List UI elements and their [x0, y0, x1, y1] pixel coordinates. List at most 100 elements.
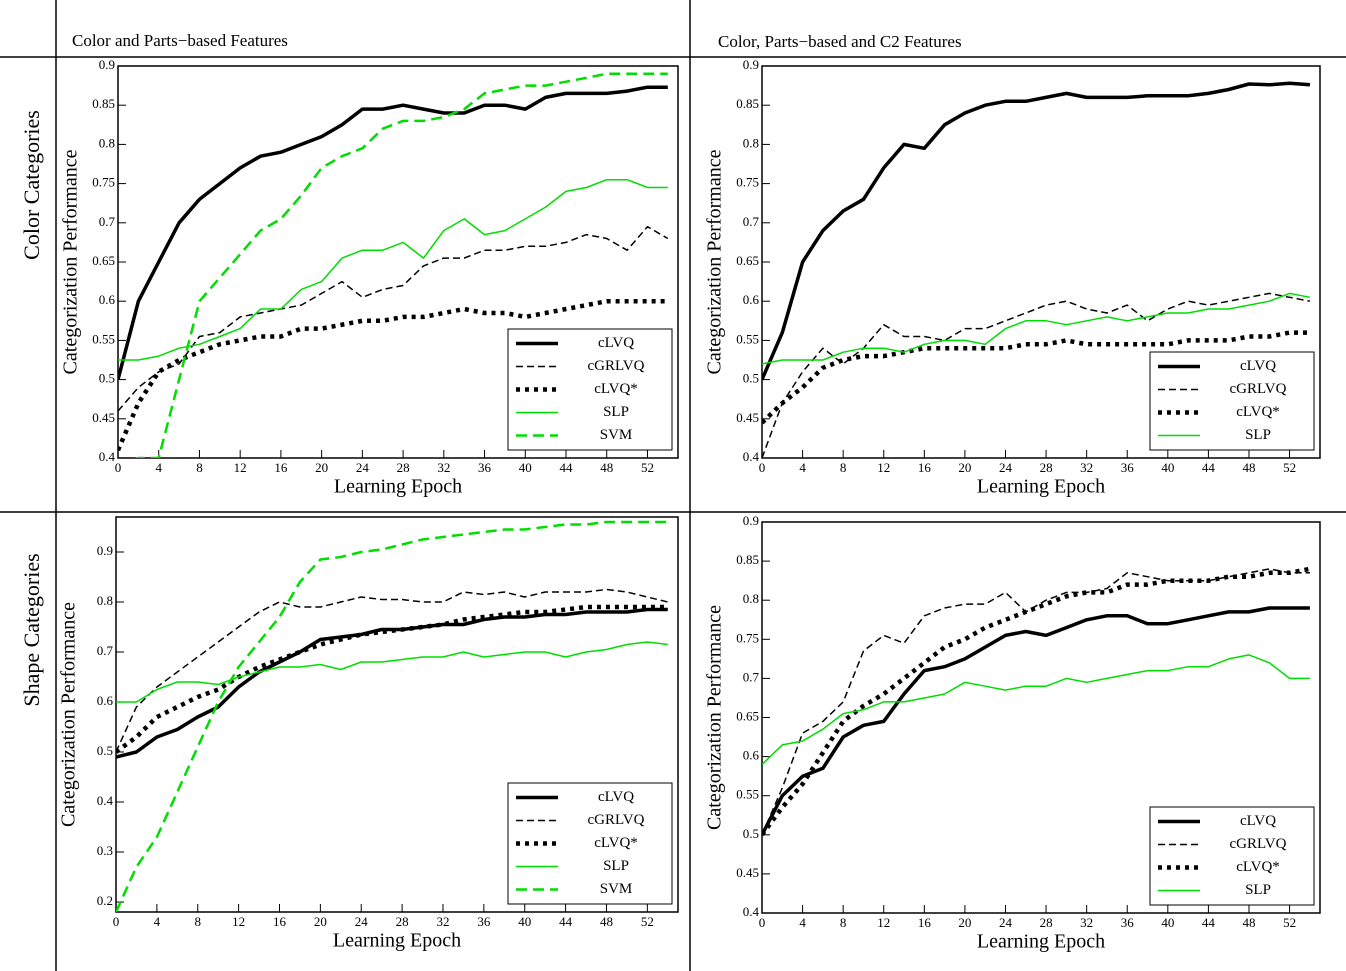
x-tick-label: 40: [1161, 915, 1174, 930]
x-tick-label: 16: [918, 460, 932, 475]
series-line: [116, 588, 668, 753]
legend-label: cLVQ: [598, 335, 634, 351]
plot-frame: [115, 516, 679, 913]
x-tick-label: 20: [958, 460, 971, 475]
legend-label: cLVQ*: [594, 381, 638, 397]
y-tick-label: 0.75: [92, 175, 115, 190]
y-tick-label: 0.2: [97, 893, 113, 908]
legend-label: SVM: [600, 881, 633, 897]
series-line: [762, 566, 1311, 837]
series-line: [116, 604, 668, 754]
y-tick-label: 0.3: [97, 843, 113, 858]
x-tick-label: 40: [1161, 460, 1174, 475]
x-tick-label: 28: [1040, 915, 1053, 930]
series-line: [118, 178, 668, 361]
legend-label: cLVQ: [1240, 358, 1276, 374]
x-tick-label: 32: [1080, 915, 1093, 930]
y-tick-label: 0.7: [743, 214, 760, 229]
series-line: [762, 568, 1310, 836]
x-tick-label: 44: [1202, 460, 1216, 475]
x-tick-label: 4: [154, 914, 161, 929]
legend-label: SVM: [600, 427, 633, 443]
y-tick-label: 0.45: [736, 410, 759, 425]
x-tick-label: 52: [641, 914, 654, 929]
x-tick-label: 20: [958, 915, 971, 930]
y-tick-label: 0.6: [743, 292, 760, 307]
series-line: [762, 654, 1310, 765]
y-tick-label: 0.6: [743, 748, 760, 763]
x-tick-label: 0: [113, 914, 120, 929]
x-axis-title: Learning Epoch: [977, 476, 1105, 498]
y-axis-title: Categorization Performance: [60, 149, 82, 374]
y-tick-label: 0.75: [736, 175, 759, 190]
chart: 0.4 0.45 0.5 0.55 0.6 0.65 0.7 0.75 0.8 0.85 0.9 0 4…: [704, 513, 1321, 953]
x-tick-label: 40: [518, 914, 531, 929]
x-axis-title: Learning Epoch: [977, 931, 1105, 953]
chart: 0.20.30.40.50.60.70.80.90 4 8 12 16 20 24 28 32 3…: [58, 516, 679, 952]
y-tick-label: 0.9: [99, 57, 115, 72]
y-tick-label: 0.55: [92, 331, 115, 346]
y-tick-label: 0.7: [99, 214, 116, 229]
x-tick-label: 4: [799, 915, 806, 930]
x-tick-label: 12: [877, 915, 890, 930]
x-tick-label: 16: [274, 460, 288, 475]
y-tick-label: 0.9: [743, 57, 759, 72]
series-group: [762, 81, 1311, 458]
series-line: [762, 292, 1311, 365]
legend-box: [507, 328, 673, 451]
legend-box: [1149, 351, 1315, 451]
x-tick-label: 12: [232, 914, 245, 929]
y-tick-label: 0.5: [743, 826, 759, 841]
y-tick-label: 0.8: [743, 591, 759, 606]
x-tick-label: 16: [918, 915, 932, 930]
legend-label: cLVQ: [1240, 813, 1276, 829]
y-tick-label: 0.4: [743, 904, 760, 919]
x-axis-title: Learning Epoch: [333, 930, 461, 952]
x-tick-label: 0: [759, 915, 766, 930]
x-tick-label: 8: [194, 914, 201, 929]
chart: 0.4 0.45 0.5 0.55 0.6 0.65 0.7 0.75 0.8 0.85 0.9 0 4…: [60, 57, 679, 498]
y-tick-label: 0.65: [736, 253, 759, 268]
x-axis-title: Learning Epoch: [334, 476, 462, 498]
legend-label: SLP: [1245, 427, 1271, 443]
x-tick-label: 24: [999, 460, 1013, 475]
x-tick-label: 36: [1121, 460, 1135, 475]
x-tick-label: 28: [1040, 460, 1053, 475]
series-group: [118, 72, 669, 458]
series-line: [116, 641, 668, 703]
x-tick-label: 28: [397, 460, 410, 475]
x-tick-label: 44: [1202, 915, 1216, 930]
x-tick-label: 0: [759, 460, 766, 475]
x-tick-label: 48: [600, 460, 613, 475]
series-line: [762, 330, 1310, 425]
x-tick-label: 24: [356, 460, 370, 475]
x-tick-label: 48: [600, 914, 613, 929]
x-tick-label: 44: [559, 914, 573, 929]
x-tick-label: 16: [273, 914, 287, 929]
series-line: [118, 298, 668, 452]
column-header: Color and Parts−based Features: [72, 31, 288, 50]
legend-box: [507, 782, 673, 905]
y-tick-label: 0.85: [736, 96, 759, 111]
x-tick-label: 44: [560, 460, 574, 475]
x-tick-label: 52: [1283, 915, 1296, 930]
y-tick-label: 0.65: [736, 708, 759, 723]
x-tick-label: 48: [1242, 460, 1255, 475]
y-tick-label: 0.5: [97, 743, 113, 758]
legend-label: cLVQ*: [1236, 404, 1280, 420]
x-tick-label: 36: [477, 914, 491, 929]
row-header: Color Categories: [19, 110, 44, 260]
x-tick-label: 24: [355, 914, 369, 929]
y-tick-label: 0.9: [743, 513, 759, 528]
x-tick-label: 24: [999, 915, 1013, 930]
y-tick-label: 0.4: [97, 793, 114, 808]
legend-label: cLVQ: [598, 789, 634, 805]
legend-box: [1149, 806, 1315, 906]
x-tick-label: 32: [437, 460, 450, 475]
y-tick-label: 0.6: [97, 693, 114, 708]
legend-label: cGRLVQ: [588, 358, 645, 374]
y-tick-label: 0.65: [92, 253, 115, 268]
y-tick-label: 0.9: [97, 543, 113, 558]
y-tick-label: 0.55: [736, 787, 759, 802]
